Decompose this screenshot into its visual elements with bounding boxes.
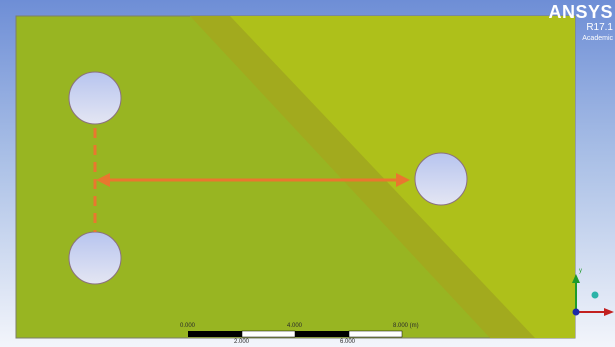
plate[interactable]: [15, 15, 576, 339]
brand-name: ANSYS: [548, 2, 613, 22]
ansys-logo: ANSYS R17.1 Academic: [548, 3, 613, 42]
brand-license: Academic: [582, 35, 613, 42]
scale-label-6: 6.000: [340, 339, 356, 345]
y-axis-arrow-icon: [572, 274, 580, 283]
brand-version: R17.1: [586, 22, 613, 33]
arrow-head-right: [396, 173, 410, 187]
scale-label-0: 0.000: [180, 323, 196, 329]
arrow-head-left: [96, 173, 110, 187]
horizontal-double-arrow: [96, 173, 410, 187]
scale-bar: [188, 330, 403, 338]
iso-ball-icon[interactable]: [591, 291, 599, 299]
axis-triad[interactable]: [572, 274, 614, 316]
scale-label-8: 8.000 (m): [393, 323, 419, 329]
scale-label-4: 4.000: [287, 323, 303, 329]
z-axis-dot-icon: [572, 308, 580, 316]
hole-top-left[interactable]: [68, 71, 122, 125]
scale-label-2: 2.000: [234, 339, 250, 345]
x-axis-arrow-icon: [604, 308, 614, 316]
hole-bottom-left[interactable]: [68, 231, 122, 285]
triad-y-label: y: [579, 268, 582, 274]
band-region: [190, 16, 535, 338]
hole-right[interactable]: [414, 152, 468, 206]
